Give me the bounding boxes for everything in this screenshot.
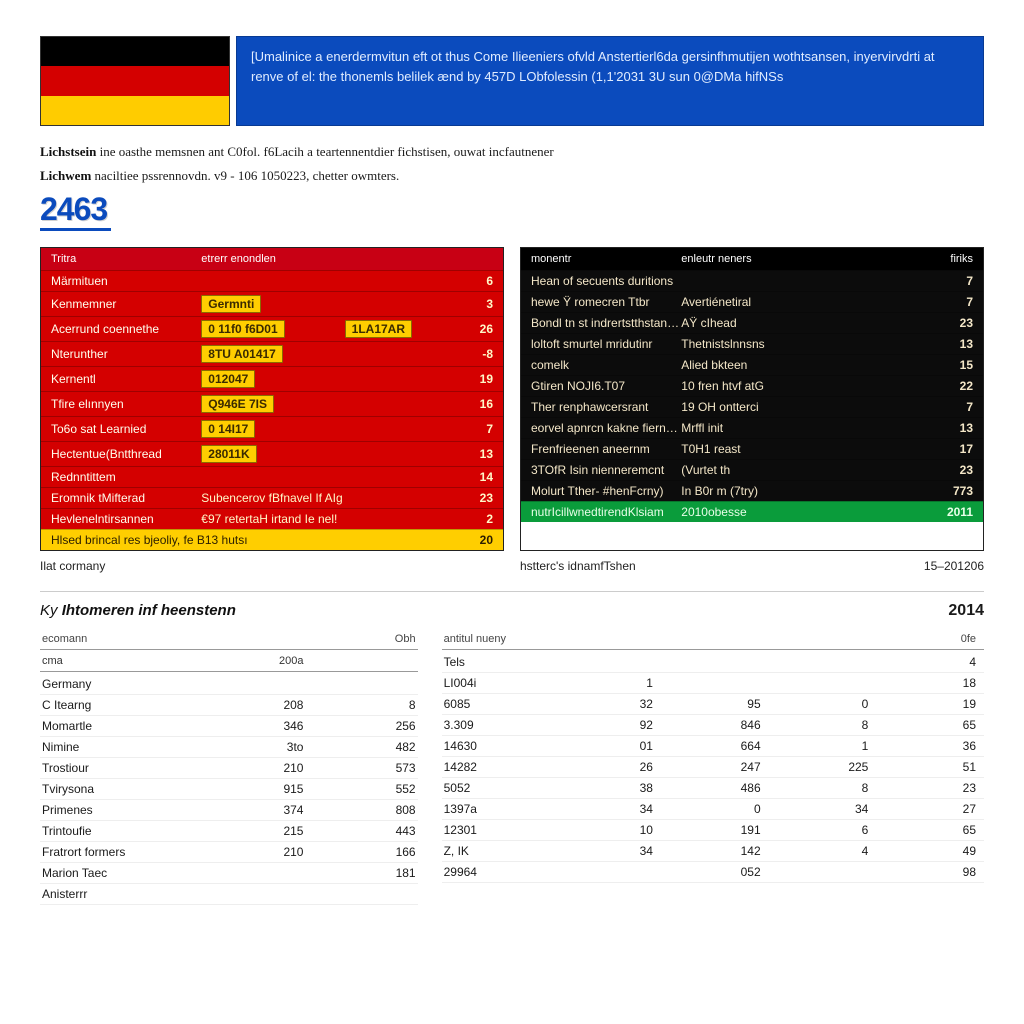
table-row: Trintoufie215443 [40,821,418,842]
table-row: 3TOfR Isin nienneremcnt(Vurtet th23 [521,459,983,480]
table-row: Trostiour210573 [40,758,418,779]
germany-flag-icon [40,36,230,126]
table-row: ecomann Obh [40,630,418,650]
table-row: Fratrort formers210166 [40,842,418,863]
table-row: To6o sat Learnied0 14I177 [41,416,503,441]
table-row: Acerrund coennethe0 11f0 f6D011LA17AR26 [41,316,503,341]
table-row: LI004i118 [442,673,984,694]
intro-line-1: Lichstsein ine oasthe memsnen ant C0fol.… [40,142,984,162]
panel-red: Tritra etrerr enondlen Märmituen6Kenmemn… [40,247,504,551]
panel-black: monentr enleutr neners firiks Hean of se… [520,247,984,551]
intro-big-number: 2463 [40,191,111,231]
table-row: Molurt Tther- #henFcrny)In B0r m (7try)7… [521,480,983,501]
intro-bold-2: Lichwem [40,168,91,183]
banner-text-box: [Umalinice a enerdermvitun eft ot thus C… [236,36,984,126]
table-row: Bondl tn st indrertstthstanlemAŸ cIhead2… [521,312,983,333]
table-row: Tvirysona915552 [40,779,418,800]
table-row: 2996405298 [442,862,984,883]
table-row: Rednntittem14 [41,466,503,487]
table-row: Hean of secuents duritions7 [521,270,983,291]
top-banner: [Umalinice a enerdermvitun eft ot thus C… [40,36,984,126]
table-row: Hectentue(Bntthread28011K13 [41,441,503,466]
intro-line-2: Lichwem naciltiee pssrennovdn. v9 - 106 … [40,166,984,186]
table-row: Anisterrr [40,884,418,905]
table-row: Tfire elınnyenQ946E 7IS16 [41,391,503,416]
table-row: cma 200a [40,652,418,672]
table-row: Tels4 [442,652,984,673]
section-year: 2014 [948,602,984,620]
table-row: 142822624722551 [442,757,984,778]
table-row: 3.30992846865 [442,715,984,736]
table-row: Germany [40,674,418,695]
intro-bold-1: Lichstsein [40,144,96,159]
divider [40,591,984,592]
table-row: Marion Taec181 [40,863,418,884]
panel-captions: Ilat cormany hstterc's idnamfTshen 15–20… [40,559,984,573]
table-row: Ther renphawcersrant19 OH ontterci7 [521,396,983,417]
table-row: 1463001664136 [442,736,984,757]
panel-red-header: Tritra etrerr enondlen [41,248,503,270]
bottom-tables: ecomann Obh cma 200a GermanyC Itearng208… [40,630,984,905]
caption-right-l: hstterc's idnamfTshen [520,559,636,573]
table-row: 505238486823 [442,778,984,799]
panel-black-header: monentr enleutr neners firiks [521,248,983,270]
table-row: Z, IK34142449 [442,841,984,862]
section-title-row: Ky Ihtomeren inf heenstenn 2014 [40,602,984,620]
table-row: hewe Ÿ romecren TtbrAvertiénetiral7 [521,291,983,312]
table-row: 1230110191665 [442,820,984,841]
panel-red-footer: Hlsed brincal res bjeoliy, fe B13 hutsı … [41,529,503,550]
table-row: comelkAlied bkteen15 [521,354,983,375]
bottom-table-right: antitul nueny 0fe Tels4LI004i11860853295… [442,630,984,905]
table-row: Märmituen6 [41,270,503,291]
table-row: loltoft smurtel mridutinrThetnistslnnsns… [521,333,983,354]
table-row: Primenes374808 [40,800,418,821]
table-row: Kernentl01204719 [41,366,503,391]
table-row: C Itearng2088 [40,695,418,716]
bottom-table-left: ecomann Obh cma 200a GermanyC Itearng208… [40,630,418,905]
table-row: Nimine3to482 [40,737,418,758]
caption-left: Ilat cormany [40,559,105,573]
table-row: Frenfrieenen aneernmT0H1 reast17 [521,438,983,459]
table-row: Eromnik tMifteradSubencerov fBfnavel If … [41,487,503,508]
table-row: antitul nueny 0fe [442,630,984,650]
panel-pair: Tritra etrerr enondlen Märmituen6Kenmemn… [40,247,984,551]
table-row: 1397a3403427 [442,799,984,820]
table-row: Hevlenelntirsannen€97 retertaH irtand Ie… [41,508,503,529]
table-row: Nterunther8TU A01417-8 [41,341,503,366]
table-row: 60853295019 [442,694,984,715]
table-row: Gtiren NOJI6.T0710 fren htvf atG22 [521,375,983,396]
table-row: KenmemnerGermnti3 [41,291,503,316]
table-row: Momartle346256 [40,716,418,737]
caption-right-r: 15–201206 [924,559,984,573]
table-row: eorvel apnrcn kakne fiernantMrffl init13 [521,417,983,438]
panel-black-footer: nutrIcillwnedtirendKlsiam 2010obesse 201… [521,501,983,522]
